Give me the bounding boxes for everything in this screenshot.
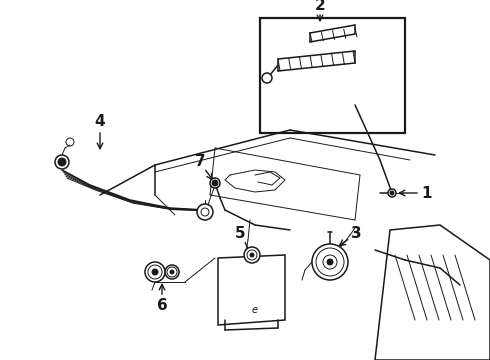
Text: 5: 5 — [235, 225, 245, 240]
Circle shape — [152, 269, 158, 275]
Circle shape — [55, 155, 69, 169]
Circle shape — [212, 180, 218, 186]
Circle shape — [165, 265, 179, 279]
Circle shape — [388, 189, 396, 197]
Text: 4: 4 — [95, 114, 105, 130]
Circle shape — [244, 247, 260, 263]
Circle shape — [262, 73, 272, 83]
Circle shape — [58, 158, 66, 166]
Circle shape — [210, 178, 220, 188]
Text: 7: 7 — [195, 154, 205, 170]
Circle shape — [327, 259, 333, 265]
Circle shape — [197, 204, 213, 220]
Circle shape — [312, 244, 348, 280]
Circle shape — [145, 262, 165, 282]
Text: 6: 6 — [157, 297, 168, 312]
Circle shape — [250, 253, 254, 257]
Text: 3: 3 — [351, 226, 361, 242]
Circle shape — [390, 191, 394, 195]
Text: 1: 1 — [422, 185, 432, 201]
Circle shape — [170, 270, 174, 274]
Text: 2: 2 — [315, 0, 325, 13]
Text: e: e — [252, 305, 258, 315]
